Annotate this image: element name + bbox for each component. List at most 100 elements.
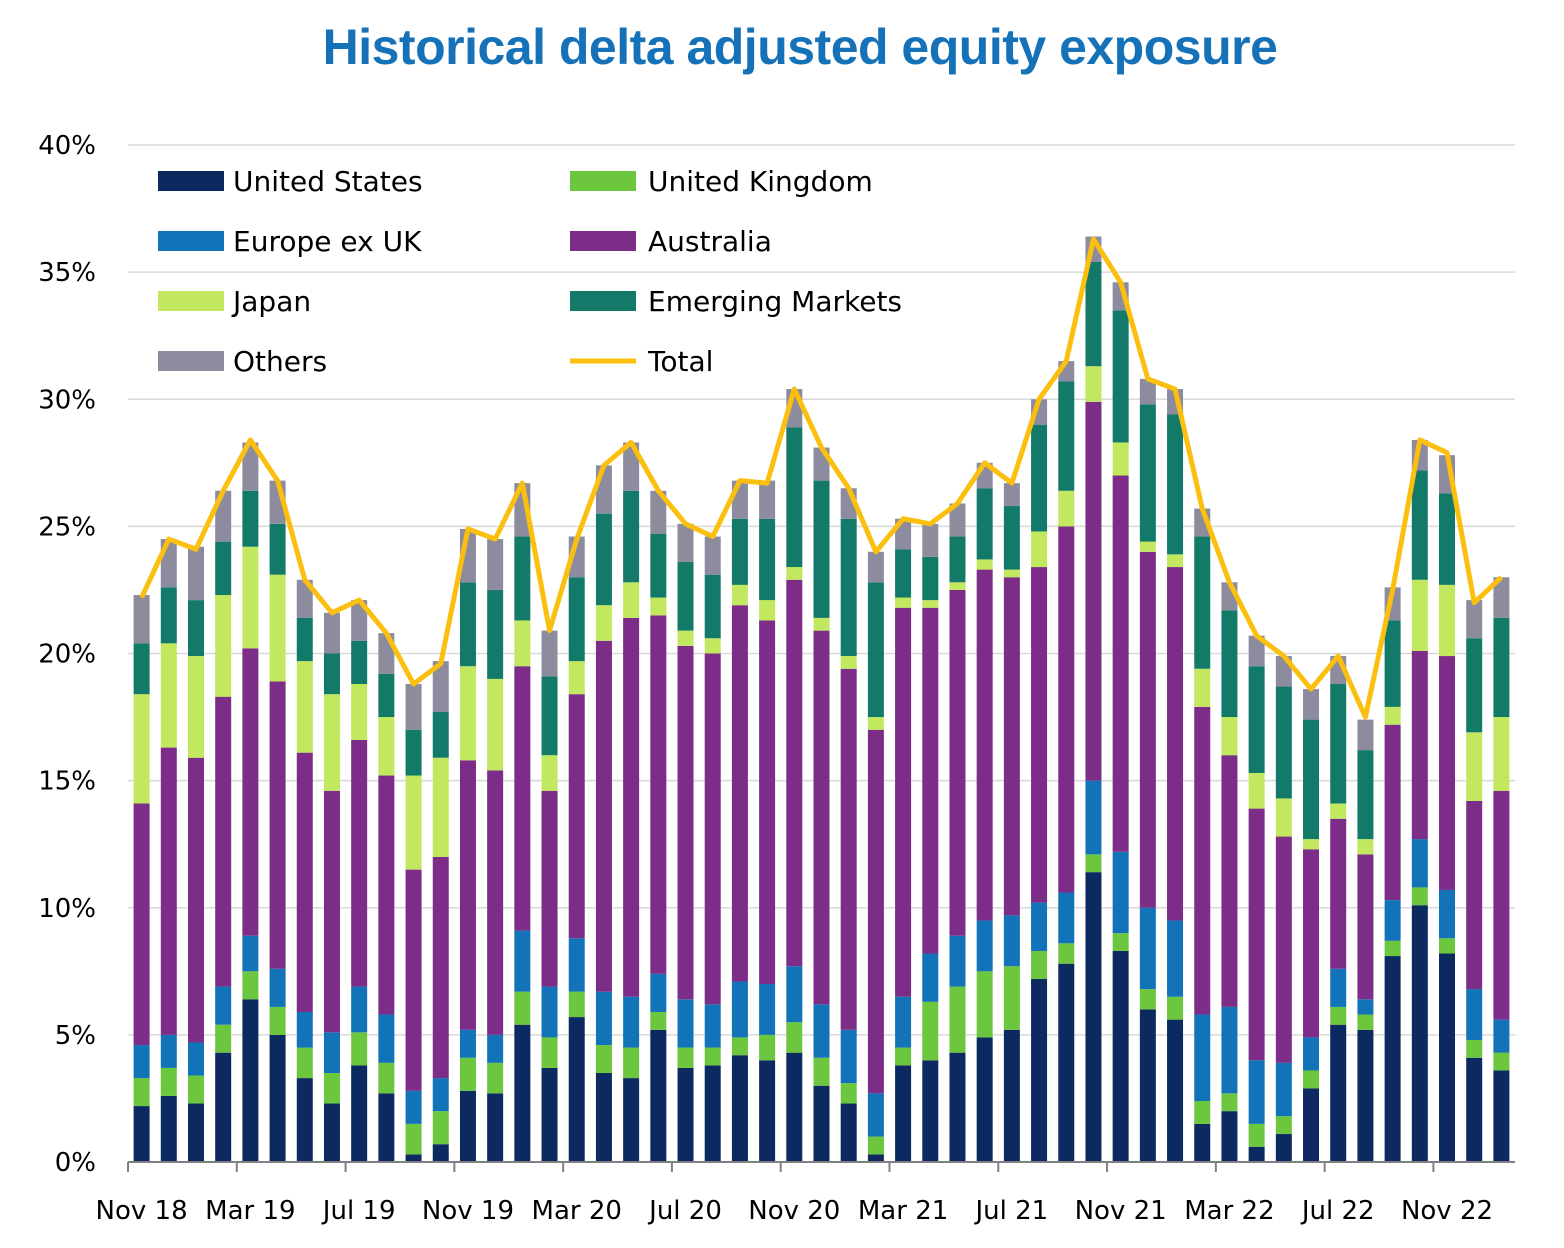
x-tick-label: Mar 19 xyxy=(205,1196,295,1226)
x-tick-label: Jul 21 xyxy=(974,1196,1049,1226)
bar-australia xyxy=(867,729,884,1094)
bar-japan xyxy=(405,775,422,870)
bar-united-states xyxy=(1085,872,1102,1162)
bar-europe-ex-uk xyxy=(1466,989,1483,1040)
bar-others xyxy=(1248,635,1265,667)
bar-united-kingdom xyxy=(677,1047,694,1068)
bar-emerging-markets xyxy=(704,574,721,639)
bar-emerging-markets xyxy=(595,513,612,606)
legend-label: Others xyxy=(233,345,327,378)
bar-united-kingdom xyxy=(459,1057,476,1091)
bar-united-states xyxy=(595,1073,612,1162)
bar-japan xyxy=(459,666,476,761)
bar-australia xyxy=(1112,475,1129,852)
bar-australia xyxy=(323,790,340,1033)
bar-united-kingdom xyxy=(867,1136,884,1155)
bar-emerging-markets xyxy=(786,427,803,568)
bar-united-kingdom xyxy=(1058,943,1075,964)
bar-united-states xyxy=(1221,1111,1238,1162)
bar-united-states xyxy=(895,1065,912,1162)
y-tick-label: 5% xyxy=(55,1021,96,1051)
bar-japan xyxy=(1303,839,1320,850)
bar-others xyxy=(759,480,776,519)
bar-australia xyxy=(1303,849,1320,1038)
y-tick-label: 15% xyxy=(38,767,96,797)
bar-emerging-markets xyxy=(187,600,204,657)
bar-emerging-markets xyxy=(541,676,558,756)
bar-japan xyxy=(840,656,857,669)
bar-emerging-markets xyxy=(514,536,531,621)
bar-europe-ex-uk xyxy=(1112,851,1129,934)
bar-europe-ex-uk xyxy=(786,966,803,1023)
bar-united-kingdom xyxy=(1167,996,1184,1020)
bar-australia xyxy=(459,760,476,1030)
bar-europe-ex-uk xyxy=(922,953,939,1002)
bar-europe-ex-uk xyxy=(1167,920,1184,997)
legend-label: United States xyxy=(233,165,423,198)
bar-emerging-markets xyxy=(487,589,504,679)
legend-swatch xyxy=(570,291,636,311)
bar-japan xyxy=(187,656,204,758)
bar-united-kingdom xyxy=(187,1075,204,1104)
bar-europe-ex-uk xyxy=(323,1032,340,1074)
bar-united-kingdom xyxy=(704,1047,721,1066)
bar-emerging-markets xyxy=(1058,381,1075,491)
bar-emerging-markets xyxy=(677,561,694,631)
bar-japan xyxy=(1112,442,1129,476)
bar-japan xyxy=(1003,569,1020,578)
bar-europe-ex-uk xyxy=(623,996,640,1048)
bar-australia xyxy=(1031,567,1048,903)
bar-emerging-markets xyxy=(840,518,857,657)
y-tick-label: 35% xyxy=(38,258,96,288)
x-tick-label: Nov 18 xyxy=(96,1196,188,1226)
bar-united-states xyxy=(759,1060,776,1162)
bar-japan xyxy=(215,595,232,697)
bar-emerging-markets xyxy=(1439,493,1456,585)
bar-japan xyxy=(1085,366,1102,402)
y-tick-label: 40% xyxy=(38,131,96,161)
bar-europe-ex-uk xyxy=(1058,892,1075,944)
bar-united-states xyxy=(405,1154,422,1162)
bar-australia xyxy=(595,640,612,992)
bar-others xyxy=(922,523,939,557)
bar-emerging-markets xyxy=(867,582,884,718)
bar-japan xyxy=(1411,579,1428,651)
bar-europe-ex-uk xyxy=(514,930,531,992)
bar-united-states xyxy=(1384,956,1401,1162)
bar-japan xyxy=(1275,798,1292,837)
bar-united-kingdom xyxy=(514,991,531,1025)
bar-europe-ex-uk xyxy=(1194,1014,1211,1101)
bar-others xyxy=(1493,577,1510,618)
bar-australia xyxy=(351,739,368,987)
bar-emerging-markets xyxy=(1493,617,1510,718)
bar-emerging-markets xyxy=(813,480,830,618)
bar-australia xyxy=(677,645,694,1000)
bar-australia xyxy=(1167,567,1184,921)
bar-europe-ex-uk xyxy=(759,984,776,1035)
bar-australia xyxy=(623,617,640,997)
legend-swatch xyxy=(570,171,636,191)
bar-europe-ex-uk xyxy=(296,1011,313,1048)
bar-emerging-markets xyxy=(922,556,939,601)
bar-australia xyxy=(759,620,776,985)
bar-australia xyxy=(378,775,395,1015)
bar-united-kingdom xyxy=(1248,1123,1265,1147)
bar-japan xyxy=(1493,717,1510,791)
bar-australia xyxy=(1058,526,1075,893)
bar-united-states xyxy=(1031,978,1048,1162)
bar-united-kingdom xyxy=(323,1073,340,1104)
bar-europe-ex-uk xyxy=(867,1093,884,1137)
bar-others xyxy=(432,661,449,712)
bar-others xyxy=(731,480,748,519)
bar-united-states xyxy=(133,1106,150,1162)
bar-emerging-markets xyxy=(895,549,912,598)
bar-emerging-markets xyxy=(1275,686,1292,799)
bar-emerging-markets xyxy=(1139,404,1156,542)
legend-label: Japan xyxy=(231,285,311,318)
bar-emerging-markets xyxy=(650,534,667,598)
bar-japan xyxy=(704,638,721,654)
y-tick-label: 0% xyxy=(55,1148,96,1178)
bar-emerging-markets xyxy=(351,640,368,685)
bar-australia xyxy=(187,757,204,1043)
bar-australia xyxy=(1085,401,1102,781)
